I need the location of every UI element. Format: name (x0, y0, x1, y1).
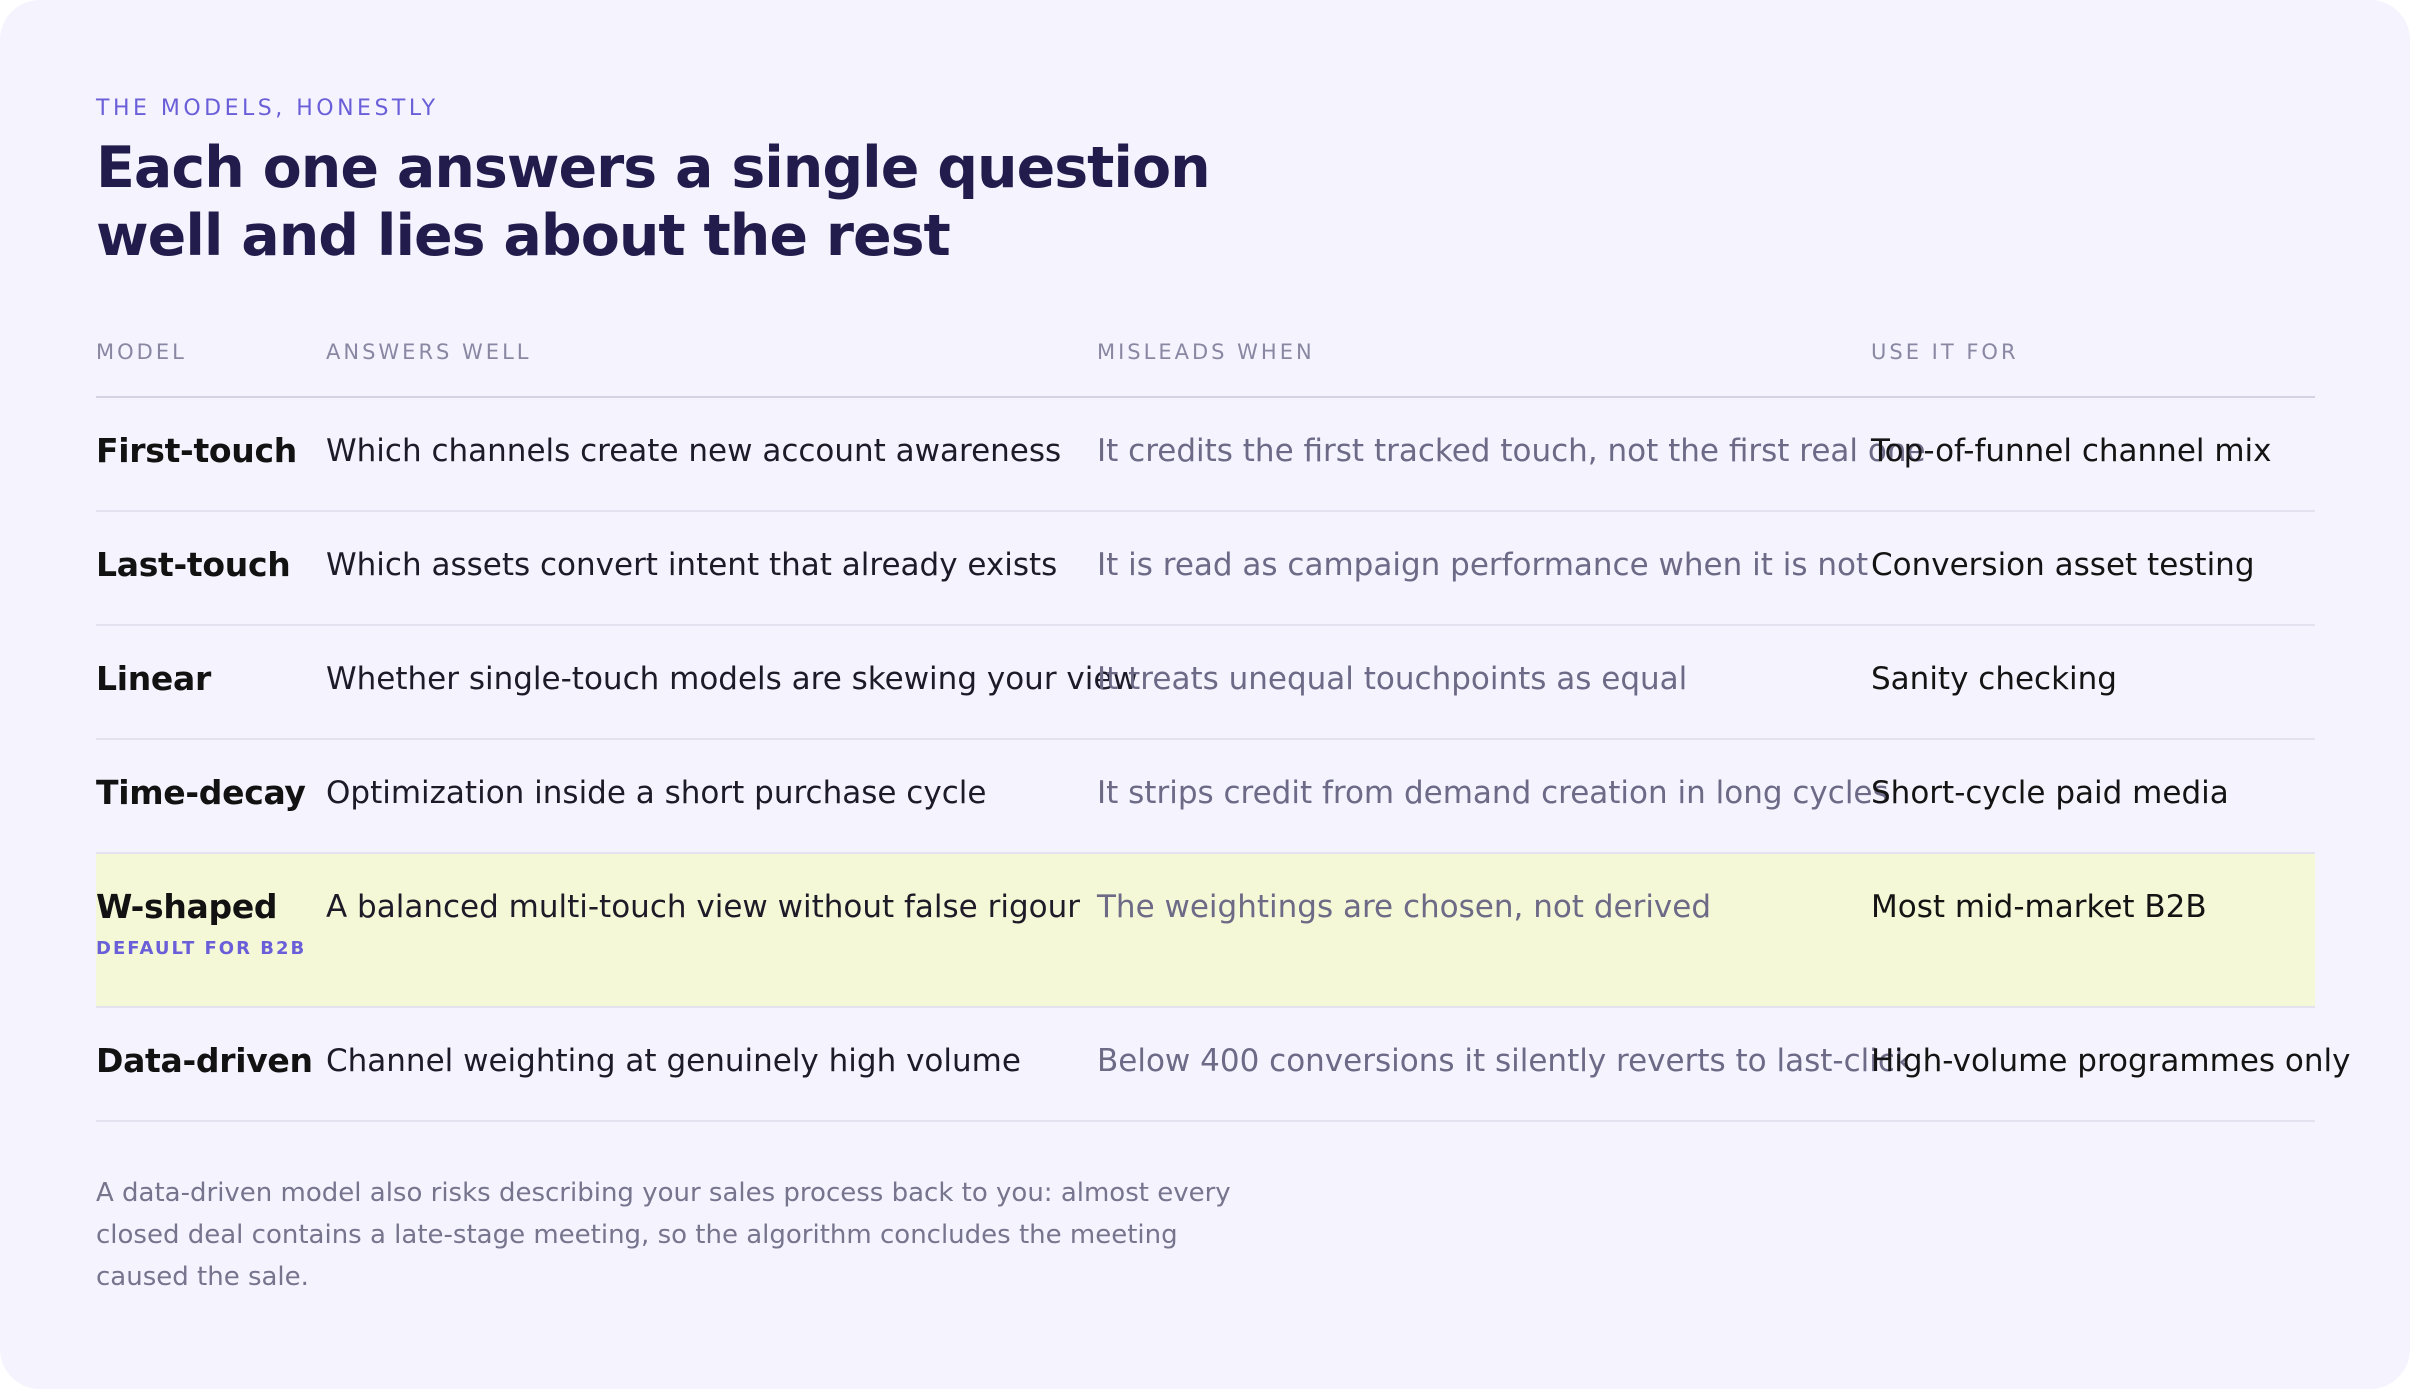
use-it-for-cell: Sanity checking (1871, 625, 2315, 740)
column-header-misleads-when: MISLEADS WHEN (1097, 336, 1871, 398)
section-eyebrow: THE MODELS, HONESTLY (96, 96, 439, 121)
misleads-when-cell: It treats unequal touchpoints as equal (1097, 625, 1871, 740)
model-name: Data-driven (96, 1007, 326, 1122)
model-name: W-shaped DEFAULT FOR B2B (96, 853, 326, 1008)
answers-well-cell: A balanced multi-touch view without fals… (326, 853, 1097, 1008)
answers-well-cell: Which assets convert intent that already… (326, 511, 1097, 626)
column-header-model: MODEL (96, 336, 326, 398)
answers-well-cell: Channel weighting at genuinely high volu… (326, 1007, 1097, 1122)
use-it-for-cell: Conversion asset testing (1871, 511, 2315, 626)
default-badge: DEFAULT FOR B2B (96, 938, 307, 959)
answers-well-cell: Whether single-touch models are skewing … (326, 625, 1138, 740)
misleads-when-cell: The weightings are chosen, not derived (1097, 853, 1871, 1008)
models-table: MODEL ANSWERS WELL MISLEADS WHEN USE IT … (96, 336, 2350, 1122)
table-header-row: MODEL ANSWERS WELL MISLEADS WHEN USE IT … (96, 336, 2315, 398)
use-it-for-cell: Top-of-funnel channel mix (1871, 397, 2315, 512)
model-name-text: W-shaped (96, 887, 278, 926)
use-it-for-cell: High-volume programmes only (1871, 1007, 2350, 1122)
table-row-time-decay: Time-decay Optimization inside a short p… (96, 739, 2315, 854)
model-name: Linear (96, 625, 326, 740)
table-row-last-touch: Last-touch Which assets convert intent t… (96, 511, 2315, 626)
misleads-when-cell: It credits the first tracked touch, not … (1097, 397, 1926, 512)
title-line-1: Each one answers a single question (96, 135, 1211, 201)
table-row-first-touch: First-touch Which channels create new ac… (96, 397, 2315, 512)
use-it-for-cell: Most mid-market B2B (1871, 853, 2315, 1008)
use-it-for-cell: Short-cycle paid media (1871, 739, 2315, 854)
misleads-when-cell: Below 400 conversions it silently revert… (1097, 1007, 1913, 1122)
answers-well-cell: Optimization inside a short purchase cyc… (326, 739, 1097, 854)
column-header-use-it-for: USE IT FOR (1871, 336, 2315, 398)
answers-well-cell: Which channels create new account awaren… (326, 397, 1097, 512)
table-row-data-driven: Data-driven Channel weighting at genuine… (96, 1007, 2350, 1122)
section-title: Each one answers a single question well … (96, 134, 1211, 270)
footnote: A data-driven model also risks describin… (96, 1178, 1231, 1292)
model-name: First-touch (96, 397, 326, 512)
column-header-answers-well: ANSWERS WELL (326, 336, 1097, 398)
misleads-when-cell: It strips credit from demand creation in… (1097, 739, 1889, 854)
table-row-w-shaped-highlighted: W-shaped DEFAULT FOR B2B A balanced mult… (96, 853, 2315, 1008)
misleads-when-cell: It is read as campaign performance when … (1097, 511, 1871, 626)
model-name: Last-touch (96, 511, 326, 626)
model-name: Time-decay (96, 739, 326, 854)
title-line-2: well and lies about the rest (96, 203, 951, 269)
table-row-linear: Linear Whether single-touch models are s… (96, 625, 2315, 740)
